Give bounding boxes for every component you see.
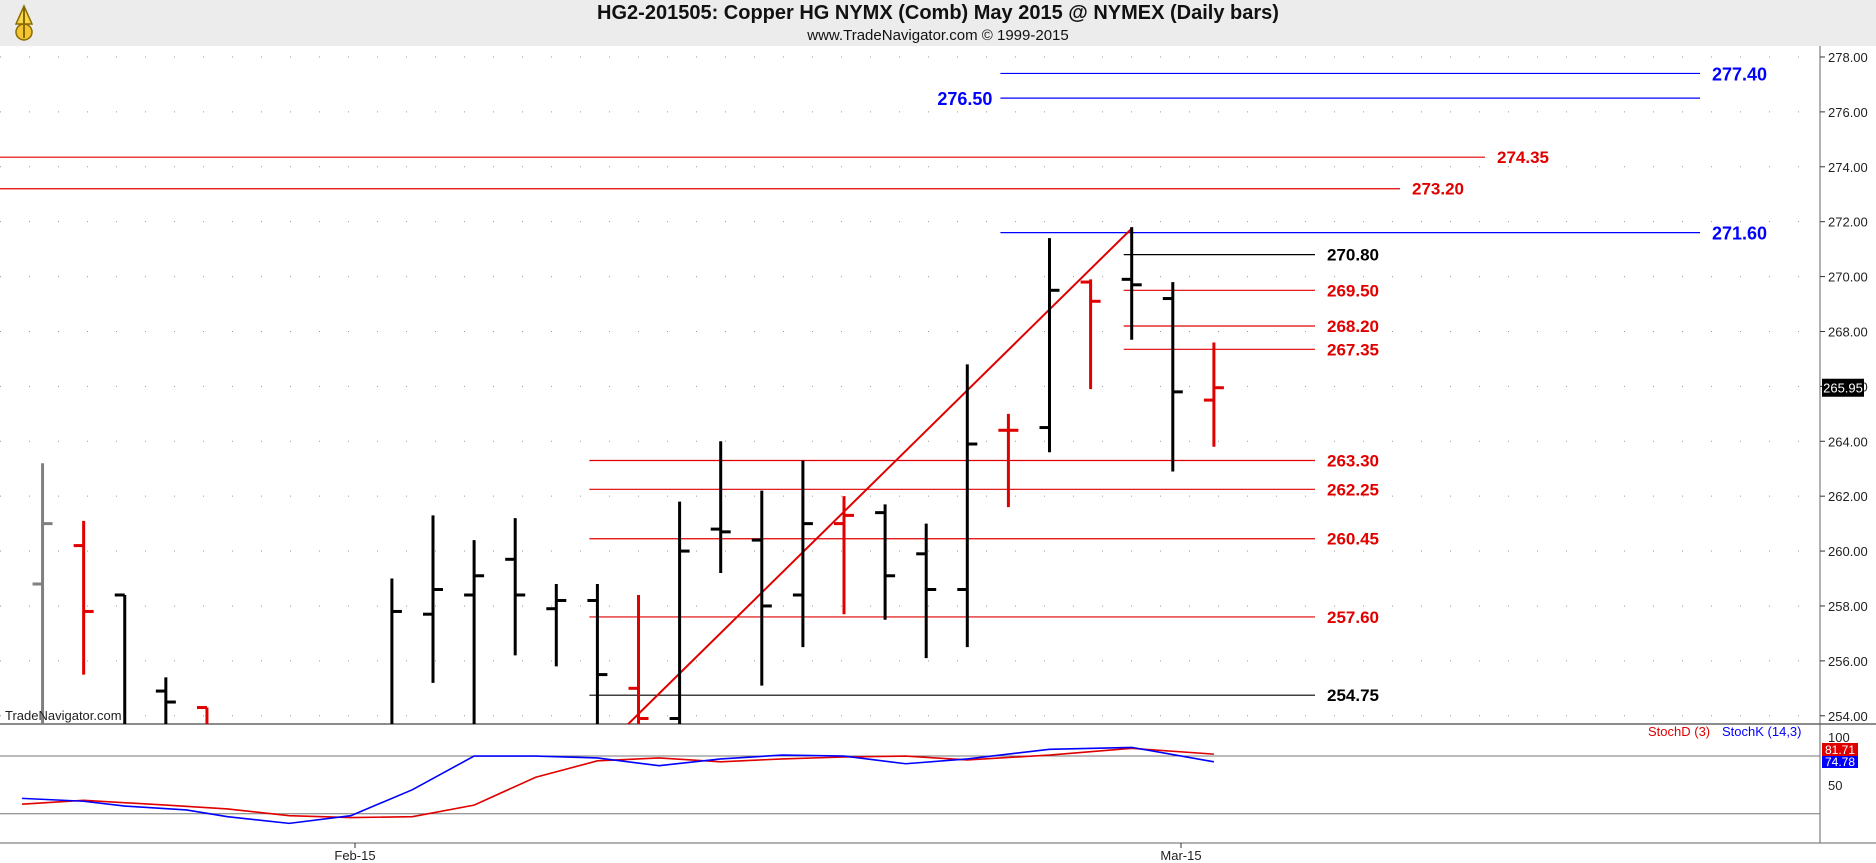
ohlc-bars: [32, 227, 1224, 724]
price-panel: [0, 46, 1820, 724]
y-tick-label: 268.00: [1828, 324, 1868, 339]
y-tick-label: 276.00: [1828, 105, 1868, 120]
stochd-last-value: 81.71: [1825, 743, 1855, 757]
chart-header: HG2-201505: Copper HG NYMX (Comb) May 20…: [0, 0, 1876, 46]
y-tick-label: 274.00: [1828, 160, 1868, 175]
y-tick-label: 270.00: [1828, 270, 1868, 285]
ohlc-bar: [834, 496, 854, 615]
y-tick-label: 260.00: [1828, 544, 1868, 559]
level-label: 271.60: [1712, 224, 1767, 244]
stochk-last-tag: [1822, 756, 1858, 768]
stoch-k-line: [21, 746, 1215, 825]
ohlc-bar: [390, 578, 402, 724]
stoch-tick-label: 100: [1828, 730, 1850, 745]
y-tick-label: 264.00: [1828, 434, 1868, 449]
level-label: 276.50: [937, 89, 992, 109]
y-tick-label: 272.00: [1828, 215, 1868, 230]
stoch-tick-label: 50: [1828, 778, 1842, 793]
level-label: 269.50: [1327, 281, 1379, 300]
chart-title: HG2-201505: Copper HG NYMX (Comb) May 20…: [597, 2, 1279, 24]
tradenavigator-logo-icon: [14, 4, 34, 41]
chart-subtitle: www.TradeNavigator.com © 1999-2015: [807, 27, 1069, 44]
x-tick-label: Feb-15: [334, 848, 375, 863]
ohlc-bar: [196, 706, 209, 724]
x-tick-label: Mar-15: [1160, 848, 1201, 863]
ohlc-bar: [423, 515, 443, 683]
ohlc-bar: [464, 540, 485, 724]
last-price-tag: [1822, 378, 1864, 397]
level-label: 254.75: [1327, 686, 1379, 705]
legend-stochk: StochK (14,3): [1722, 724, 1802, 739]
level-label: 262.25: [1327, 480, 1379, 499]
ohlc-bar: [628, 594, 649, 724]
ohlc-bar: [505, 518, 526, 656]
ohlc-bar: [669, 501, 690, 724]
last-price-label: 265.95: [1823, 381, 1863, 396]
ohlc-bar: [1162, 282, 1183, 472]
ohlc-bar: [1121, 227, 1142, 340]
level-label: 277.40: [1712, 64, 1767, 84]
y-tick-label: 256.00: [1828, 654, 1868, 669]
ohlc-bar: [710, 441, 731, 574]
level-label: 268.20: [1327, 317, 1379, 336]
ohlc-bar: [114, 593, 127, 724]
trend-line: [627, 227, 1133, 725]
level-label: 263.30: [1327, 451, 1379, 470]
ohlc-bar: [32, 463, 53, 724]
level-label: 270.80: [1327, 246, 1379, 265]
y-tick-label: 258.00: [1828, 599, 1868, 614]
ohlc-bar: [1039, 238, 1060, 453]
y-tick-label: 254.00: [1828, 709, 1868, 724]
level-label: 260.45: [1327, 530, 1379, 549]
level-label: 267.35: [1327, 340, 1379, 359]
ohlc-bar: [792, 460, 813, 648]
ohlc-bar: [957, 364, 978, 648]
ohlc-bar: [73, 520, 94, 675]
ohlc-bar: [1203, 342, 1224, 447]
level-label: 274.35: [1497, 148, 1549, 167]
ohlc-bar: [587, 584, 608, 724]
ohlc-bar: [546, 584, 567, 667]
ohlc-bar: [916, 523, 937, 659]
ohlc-bar: [751, 490, 772, 686]
ohlc-bar: [1080, 279, 1101, 390]
ohlc-bar: [155, 677, 176, 724]
legend-stochd: StochD (3): [1648, 724, 1710, 739]
stochk-last-value: 74.78: [1825, 755, 1855, 769]
stochd-last-tag: [1822, 743, 1858, 756]
stoch-d-line: [21, 747, 1214, 819]
ohlc-bar: [998, 413, 1019, 508]
y-axis-panel: [1820, 46, 1876, 843]
watermark: TradeNavigator.com: [5, 708, 122, 723]
level-label: 257.60: [1327, 608, 1379, 627]
level-label: 273.20: [1412, 180, 1464, 199]
y-tick-label: 262.00: [1828, 489, 1868, 504]
ohlc-bar: [875, 504, 896, 620]
y-tick-label: 278.00: [1828, 50, 1868, 65]
